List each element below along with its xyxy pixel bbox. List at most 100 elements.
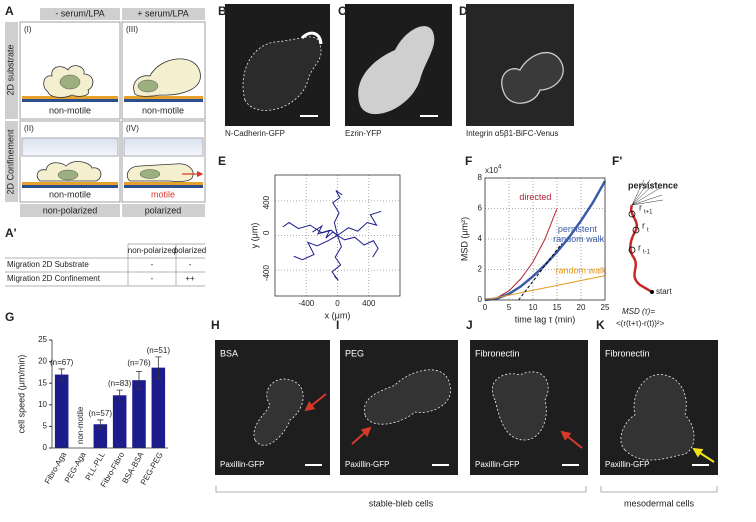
- x-tick-label: 400: [362, 299, 376, 308]
- series-line: [293, 235, 338, 261]
- shape: [22, 96, 118, 99]
- bar: [54, 374, 69, 448]
- title: persistence: [628, 180, 678, 190]
- table-cell: -: [189, 260, 192, 269]
- shape: [139, 169, 161, 179]
- shape: [19, 21, 121, 120]
- column-header: + serum/LPA: [137, 8, 189, 18]
- shape: [242, 36, 322, 111]
- shape: [5, 22, 18, 119]
- shape: [351, 426, 372, 445]
- row-header: 2D substrate: [5, 44, 15, 95]
- series-line: [518, 243, 563, 301]
- y-tick-label: 15: [38, 378, 47, 387]
- series-label: directed: [519, 192, 551, 202]
- group: [36, 58, 201, 182]
- error-bar: [136, 371, 142, 390]
- shape: [124, 182, 203, 185]
- panel-label: B: [218, 4, 227, 18]
- x-axis-label: x (μm): [325, 310, 351, 320]
- image-title: BSA: [220, 348, 238, 358]
- point-label: r: [638, 242, 641, 252]
- image-caption: Paxillin-GFP: [475, 460, 519, 469]
- group: [215, 486, 718, 493]
- image-title: PEG: [345, 348, 364, 358]
- formula: MSD (τ)=: [622, 307, 655, 316]
- bar: [93, 424, 108, 448]
- point-label: r: [642, 220, 645, 230]
- shape: [22, 185, 118, 188]
- y-tick-label: 6: [478, 204, 483, 213]
- shape: [137, 79, 159, 93]
- y-axis-label: MSD (μm²): [459, 217, 469, 261]
- shape: [121, 21, 206, 120]
- panel-label: E: [218, 154, 226, 168]
- shape: [5, 121, 18, 202]
- shape: [560, 430, 583, 449]
- cell-caption: non-motile: [49, 105, 91, 115]
- shape: [253, 378, 304, 446]
- shape: [364, 369, 451, 425]
- axis: [51, 340, 168, 449]
- error-bar: [116, 389, 123, 401]
- table-cell: Migration 2D Confinement: [7, 274, 101, 283]
- shape: [122, 204, 205, 217]
- cell-caption: non-motile: [142, 105, 184, 115]
- y-axis-label: cell speed (μm/min): [16, 355, 26, 434]
- shape: [631, 199, 664, 206]
- start-label: start: [656, 287, 672, 296]
- shape: [304, 393, 327, 412]
- n-label: (n=51): [147, 346, 171, 355]
- x-tick-label: 20: [577, 303, 586, 312]
- x-tick-label: 25: [601, 303, 610, 312]
- bar: [151, 367, 166, 448]
- point-subscript: t: [647, 228, 649, 234]
- x-tick-label: -400: [298, 299, 315, 308]
- shape: [632, 226, 640, 234]
- footer-label: non-polarized: [43, 205, 98, 215]
- cell-number: (III): [126, 25, 138, 34]
- image-title: Fibronectin: [475, 348, 520, 358]
- shape: [22, 182, 118, 185]
- shape: [22, 99, 118, 102]
- plot-frame: [484, 177, 606, 301]
- group: [5, 243, 205, 287]
- series-label: persistent random walk: [553, 224, 605, 244]
- panel-label: F: [465, 154, 472, 168]
- n-label: (n=57): [89, 409, 113, 418]
- y-tick-label: 0: [43, 443, 48, 452]
- shape: [19, 120, 121, 203]
- y-tick-label: 400: [262, 195, 271, 209]
- cell-number: (IV): [126, 124, 139, 133]
- shape: [59, 74, 81, 90]
- panel-label: F': [612, 154, 622, 168]
- x-tick-label: 0: [483, 303, 488, 312]
- series-line: [337, 235, 379, 258]
- y-tick-label: 25: [38, 335, 47, 344]
- shape: [620, 373, 695, 461]
- shape: [126, 163, 194, 182]
- error-bar: [155, 356, 162, 379]
- group-label: mesodermal cells: [624, 498, 695, 508]
- shape: [629, 204, 653, 294]
- image-caption: N-Cadherin-GFP: [225, 129, 285, 138]
- bar: [112, 395, 127, 448]
- x-tick-label: 5: [507, 303, 512, 312]
- table-header: non-polarized: [128, 246, 176, 255]
- y-tick-label: 10: [38, 400, 47, 409]
- table-cell: ++: [185, 274, 195, 283]
- bar: [132, 380, 146, 448]
- n-label: (n=83): [108, 379, 132, 388]
- row-header: 2D Confinement: [5, 129, 15, 195]
- shape: [358, 26, 435, 115]
- cell-number: (II): [24, 124, 34, 133]
- y-axis-label: y (μm): [249, 223, 259, 249]
- shape: [57, 169, 79, 181]
- shape: [600, 486, 718, 493]
- x-axis-label: time lag τ (min): [515, 314, 576, 324]
- series-line: [332, 190, 343, 236]
- group: [304, 393, 583, 449]
- cell-number: (I): [24, 25, 32, 34]
- y-tick-label: 20: [38, 357, 47, 366]
